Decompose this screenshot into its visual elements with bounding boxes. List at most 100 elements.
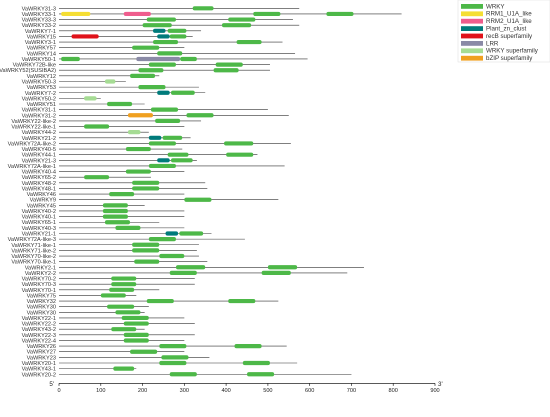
gene-row: VaWRKY2-1 xyxy=(25,265,364,271)
gene-label: VaWRKY44-1 xyxy=(22,153,56,159)
gene-row: VaWRKY20-1 xyxy=(22,360,298,367)
gene-row: VaWRKY43-2 xyxy=(22,327,145,333)
domain-wrky xyxy=(132,180,160,185)
gene-label: VaWRKY72A-like-1 xyxy=(8,164,56,170)
domain-wrky xyxy=(123,338,149,343)
domain-wrky xyxy=(138,68,164,73)
gene-row: VaWRKY57 xyxy=(27,45,185,52)
domain-wrky xyxy=(159,344,187,349)
gene-row: VaWRKY50-3 xyxy=(22,79,126,85)
gene-label: VaWRKY65-2 xyxy=(22,175,56,181)
domain-wrky xyxy=(123,321,149,326)
legend-label-bzip: bZIP superfamily xyxy=(486,55,533,62)
gene-label: VaWRKY70-3 xyxy=(22,282,56,288)
legend-swatch-lrr xyxy=(461,41,483,46)
domain-wrky xyxy=(170,158,193,163)
domain-plant xyxy=(157,34,170,39)
domain-rrm1 xyxy=(61,11,91,17)
gene-row: VaWRKY50-2 xyxy=(22,96,101,102)
domain-plant xyxy=(157,90,170,95)
gene-label: VaWRKY50-3 xyxy=(22,79,56,85)
gene-label: VaWRKY3-1 xyxy=(25,40,56,46)
legend-label-wrky: WRKY xyxy=(486,3,505,10)
gene-label: VaWRKY22-4 xyxy=(22,338,56,344)
gene-label: VaWRKY70-like-2 xyxy=(11,254,56,260)
gene-row: VaWRKY40-2 xyxy=(22,208,185,215)
gene-row: VaWRKY30 xyxy=(27,304,149,311)
domain-wrky xyxy=(132,248,160,253)
gene-row: VaWRKY70-2 xyxy=(22,276,195,283)
axis-tick-label: 700 xyxy=(347,388,356,394)
gene-row: VaWRKY32 xyxy=(27,298,279,305)
gene-row: VaWRKY12 xyxy=(27,73,160,80)
domain-wrky xyxy=(226,152,254,157)
domain-wrky xyxy=(153,39,179,45)
gene-label: VaWRKY26 xyxy=(27,344,56,350)
gene-label: VaWRKY48-1 xyxy=(22,186,56,192)
domain-wrky xyxy=(111,327,137,332)
domain-wrky xyxy=(180,56,197,62)
gene-label: VaWRKY70-like-1 xyxy=(11,260,56,266)
domain-wrky xyxy=(267,265,298,270)
gene-rows: VaWRKY31-3VaWRKY33-1VaWRKY33-3VaWRKY33-2… xyxy=(0,6,402,378)
legend-swatch-rec xyxy=(461,33,483,39)
domain-wrky xyxy=(132,186,160,191)
gene-row: VaWRKY14 xyxy=(27,51,296,57)
gene-row: VaWRKY70-3 xyxy=(22,282,195,288)
gene-row: VaWRKY22-4 xyxy=(22,338,185,344)
domain-wrky xyxy=(169,34,187,39)
legend-label-wsup: WRKY superfamily xyxy=(486,48,539,55)
gene-row: VaWRKY20-2 xyxy=(22,372,352,378)
legend-swatch-bzip xyxy=(461,55,483,61)
legend: WRKYRRM1_U1A_likeRRM2_U1A_likePlant_zn_c… xyxy=(457,0,550,63)
gene-row: VaWRKY70-like-1 xyxy=(11,259,208,266)
domain-wrky xyxy=(123,332,149,337)
gene-label: VaWRKY40-5 xyxy=(22,147,56,153)
gene-row: VaWRKY26 xyxy=(27,344,287,350)
domain-wrky xyxy=(84,124,110,129)
domain-plant xyxy=(165,231,179,236)
gene-row: VaWRKY40-3 xyxy=(22,225,185,232)
axis-tick-label: 100 xyxy=(96,388,105,394)
domain-wsup xyxy=(104,79,116,84)
domain-wrky xyxy=(159,360,187,366)
gene-label: VaWRKY22-3 xyxy=(22,333,56,339)
gene-label: VaWRKY20-2 xyxy=(22,372,56,378)
domain-wrky xyxy=(102,203,128,208)
gene-label: VaWRKY21-2 xyxy=(22,136,56,142)
gene-label: VaWRKY9 xyxy=(30,198,56,204)
gene-row: VaWRKY21-3 xyxy=(22,158,197,164)
gene-label: VaWRKY23 xyxy=(27,355,56,361)
gene-row: VaWRKY48-2 xyxy=(22,180,206,187)
domain-wrky xyxy=(247,372,275,377)
gene-label: VaWRKY52(SUSIBA2) xyxy=(0,68,56,74)
gene-label: VaWRKY2-2 xyxy=(25,271,56,277)
gene-label: VaWRKY30 xyxy=(27,305,56,311)
domain-wrky xyxy=(157,51,183,56)
domain-wrky xyxy=(130,349,158,354)
gene-label: VaWRKY15 xyxy=(27,34,56,40)
domain-lrr xyxy=(136,56,181,62)
gene-row: VaWRKY21-1 xyxy=(22,231,212,238)
domain-wsup xyxy=(84,96,97,101)
domain-wrky xyxy=(111,282,137,287)
gene-label: VaWRKY71-like-1 xyxy=(11,243,56,249)
gene-row: VaWRKY70-like-2 xyxy=(11,253,199,260)
domain-rec xyxy=(71,34,99,39)
gene-row: VaWRKY22-like-2 xyxy=(11,118,202,125)
domain-wrky xyxy=(167,28,187,33)
gene-label: VaWRKY70-1 xyxy=(22,288,56,294)
axis-tick-label: 400 xyxy=(221,388,230,394)
domain-wrky xyxy=(111,276,137,281)
domain-wrky xyxy=(175,265,206,270)
gene-row: VaWRKY30 xyxy=(27,310,145,316)
gene-label: VaWRKY33-1 xyxy=(22,12,56,18)
gene-row: VaWRKY71-like-2 xyxy=(11,248,197,254)
domain-bzip xyxy=(127,113,153,118)
gene-label: VaWRKY21-1 xyxy=(22,232,56,238)
axis-tick-label: 500 xyxy=(263,388,272,394)
domain-wrky xyxy=(146,17,176,22)
domain-wrky xyxy=(253,11,281,17)
domain-wrky xyxy=(102,208,128,214)
